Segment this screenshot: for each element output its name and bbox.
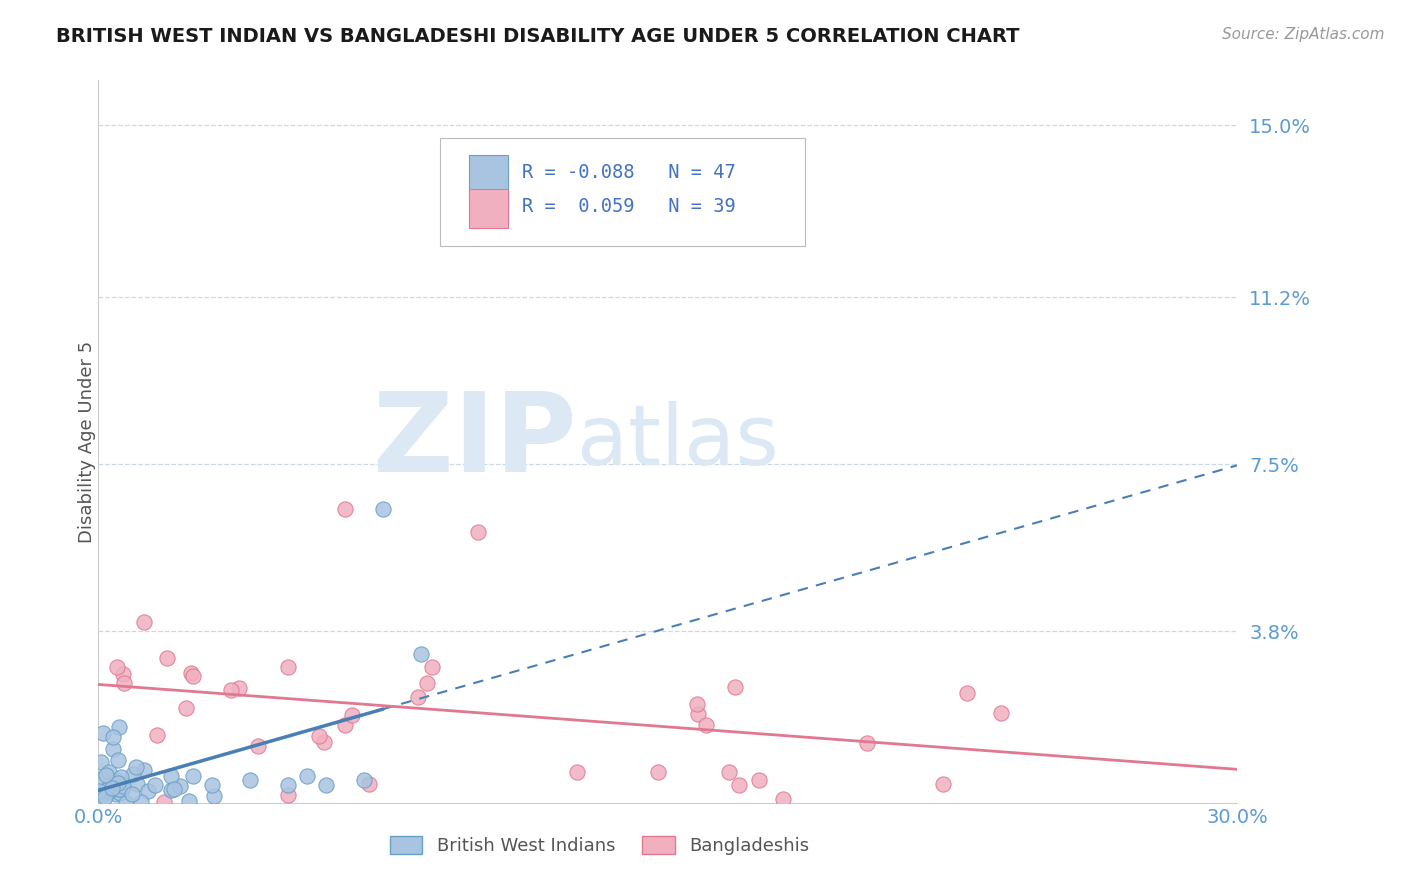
Point <box>990 706 1012 720</box>
Point <box>101 731 124 745</box>
Point <box>134 763 156 777</box>
Point <box>228 681 250 695</box>
Point <box>647 765 669 780</box>
Point <box>467 524 489 539</box>
Point <box>127 776 149 790</box>
Point <box>101 781 124 796</box>
Point <box>145 778 167 792</box>
Point <box>748 772 770 787</box>
Point <box>111 779 134 793</box>
Point <box>90 755 112 769</box>
Point <box>411 647 433 661</box>
Point <box>932 777 955 791</box>
Point <box>277 660 299 674</box>
Point <box>315 778 337 792</box>
Point <box>160 769 183 783</box>
Bar <box>468 188 509 228</box>
Point <box>94 783 117 797</box>
Point <box>308 729 330 743</box>
Point <box>169 779 191 793</box>
Point <box>728 778 751 792</box>
Point <box>176 701 198 715</box>
Point <box>221 682 243 697</box>
Text: R = -0.088   N = 47: R = -0.088 N = 47 <box>522 163 735 182</box>
Point <box>180 665 202 680</box>
Point <box>115 796 138 810</box>
Point <box>94 789 117 804</box>
Point <box>91 725 114 739</box>
Point <box>160 783 183 797</box>
Point <box>565 764 588 779</box>
Point <box>112 675 135 690</box>
Point <box>297 769 319 783</box>
Text: BRITISH WEST INDIAN VS BANGLADESHI DISABILITY AGE UNDER 5 CORRELATION CHART: BRITISH WEST INDIAN VS BANGLADESHI DISAB… <box>56 27 1019 45</box>
Point <box>152 795 174 809</box>
Point <box>125 760 148 774</box>
Point <box>90 772 112 786</box>
Point <box>101 742 124 756</box>
Point <box>420 659 443 673</box>
Bar <box>468 154 509 194</box>
Point <box>89 791 111 805</box>
Point <box>110 770 132 784</box>
Point <box>202 789 225 803</box>
Point <box>371 502 394 516</box>
Point <box>108 786 131 800</box>
Point <box>179 794 201 808</box>
Point <box>416 676 439 690</box>
Point <box>136 784 159 798</box>
Point <box>89 783 111 797</box>
Point <box>146 728 169 742</box>
Text: atlas: atlas <box>576 401 779 482</box>
Point <box>108 781 131 796</box>
Text: Source: ZipAtlas.com: Source: ZipAtlas.com <box>1222 27 1385 42</box>
Point <box>686 706 709 721</box>
Point <box>121 788 143 802</box>
Point <box>107 753 129 767</box>
Point <box>855 736 877 750</box>
Point <box>163 782 186 797</box>
Point <box>108 720 131 734</box>
Point <box>183 769 205 783</box>
Text: R =  0.059   N = 39: R = 0.059 N = 39 <box>522 197 735 216</box>
Point <box>111 782 134 797</box>
Point <box>695 718 717 732</box>
Point <box>122 767 145 781</box>
Y-axis label: Disability Age Under 5: Disability Age Under 5 <box>79 341 96 542</box>
Point <box>156 651 179 665</box>
Point <box>97 785 120 799</box>
FancyBboxPatch shape <box>440 138 804 246</box>
Point <box>104 787 127 801</box>
Point <box>105 773 128 788</box>
Point <box>239 773 262 788</box>
Point <box>718 764 741 779</box>
Text: ZIP: ZIP <box>374 388 576 495</box>
Point <box>956 686 979 700</box>
Point <box>359 777 381 791</box>
Point <box>183 669 205 683</box>
Point <box>342 708 364 723</box>
Point <box>132 615 155 630</box>
Point <box>97 765 120 780</box>
Point <box>406 690 429 704</box>
Point <box>112 667 135 681</box>
Point <box>201 778 224 792</box>
Point <box>314 735 336 749</box>
Point <box>107 775 129 789</box>
Point <box>335 502 357 516</box>
Point <box>723 680 745 694</box>
Point <box>686 697 709 711</box>
Legend: British West Indians, Bangladeshis: British West Indians, Bangladeshis <box>382 829 817 863</box>
Point <box>353 773 375 788</box>
Point <box>333 717 356 731</box>
Point <box>96 768 118 782</box>
Point <box>247 739 270 754</box>
Point <box>129 795 152 809</box>
Point <box>772 792 794 806</box>
Point <box>277 778 299 792</box>
Point <box>107 660 129 674</box>
Point <box>277 788 299 802</box>
